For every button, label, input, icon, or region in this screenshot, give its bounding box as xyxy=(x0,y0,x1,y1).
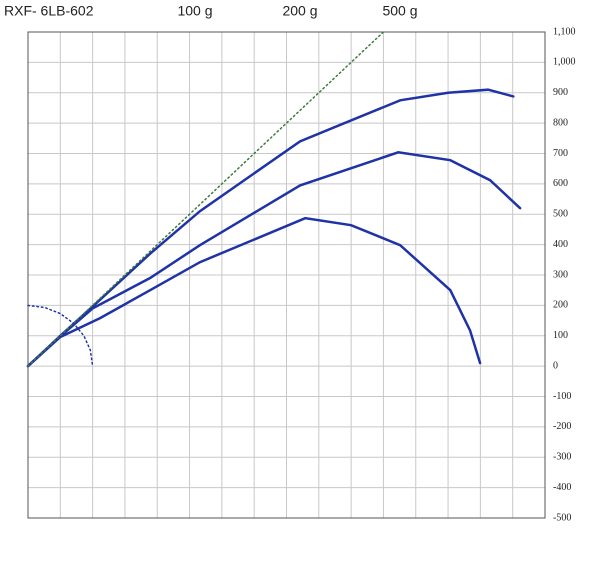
series-line xyxy=(26,151,522,368)
y-tick-label: 700 xyxy=(553,148,568,159)
series-line xyxy=(26,88,515,368)
chart-title: RXF- 6LB-602 xyxy=(4,3,94,19)
series-line xyxy=(26,216,482,368)
legend-label: 200 g xyxy=(282,3,317,19)
y-tick-label: 800 xyxy=(553,117,568,128)
y-tick-label: -400 xyxy=(553,482,571,493)
y-tick-label: -500 xyxy=(553,512,571,523)
y-tick-label: 600 xyxy=(553,178,568,189)
y-tick-label: 1,000 xyxy=(553,57,576,68)
series-line xyxy=(27,31,385,367)
y-tick-label: 1,100 xyxy=(553,26,576,37)
series-line xyxy=(27,304,94,367)
y-tick-label: 0 xyxy=(553,360,558,371)
y-tick-label: -300 xyxy=(553,452,571,463)
y-tick-label: 300 xyxy=(553,269,568,280)
y-tick-label: 400 xyxy=(553,239,568,250)
legend-label: 500 g xyxy=(382,3,417,19)
legend-label: 100 g xyxy=(177,3,212,19)
plot-frame xyxy=(27,31,546,519)
y-tick-label: -200 xyxy=(553,421,571,432)
y-tick-label: 200 xyxy=(553,300,568,311)
y-tick-label: 900 xyxy=(553,87,568,98)
y-tick-label: -100 xyxy=(553,391,571,402)
y-tick-label: 500 xyxy=(553,209,568,220)
y-tick-label: 100 xyxy=(553,330,568,341)
